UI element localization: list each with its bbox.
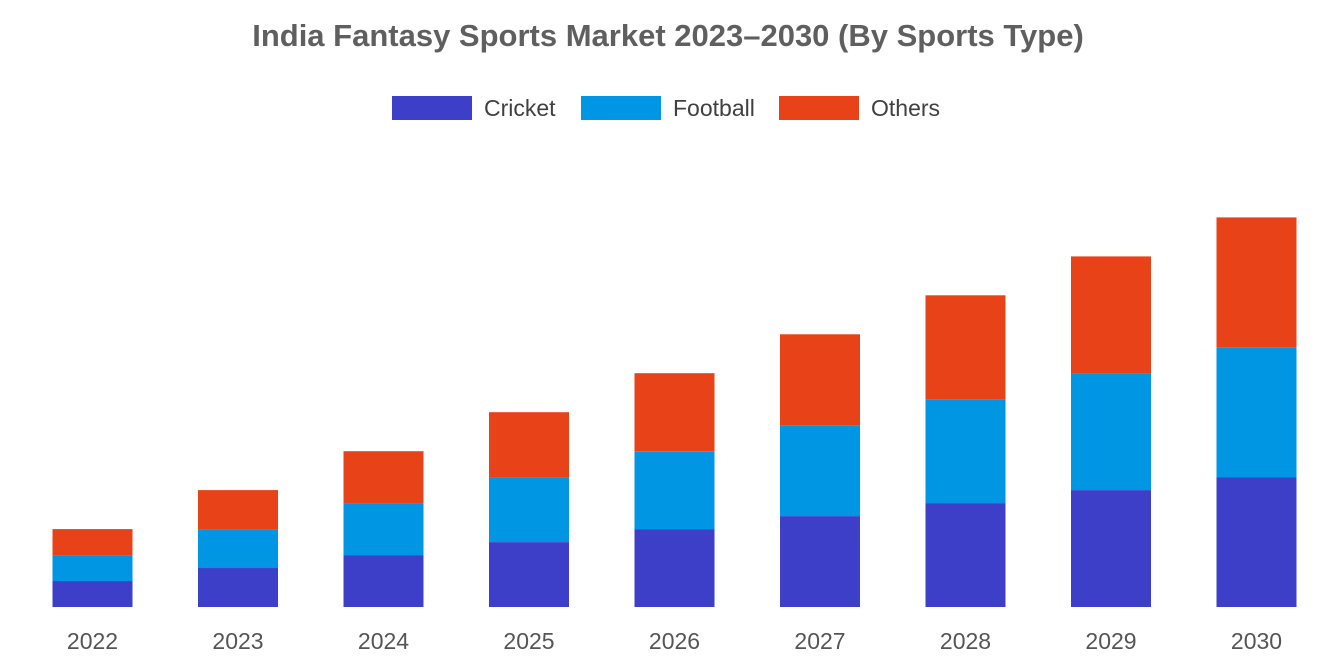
legend-swatch-others	[779, 96, 859, 120]
legend: Cricket Football Others	[392, 95, 940, 121]
bar-others-2029	[1071, 256, 1151, 374]
bar-football-2025	[489, 477, 569, 542]
bar-others-2023	[198, 490, 278, 530]
bar-football-2024	[343, 503, 424, 555]
bar-cricket-2026	[634, 529, 715, 607]
bar-football-2030	[1216, 347, 1297, 478]
bar-football-2029	[1071, 373, 1151, 491]
legend-label-others: Others	[871, 95, 940, 121]
x-axis-ticks: 2022 2023 2024 2025 2026 2027 2028 2029 2030	[67, 628, 1282, 654]
legend-label-cricket: Cricket	[484, 95, 556, 121]
bar-others-2027	[780, 334, 860, 426]
x-tick-label: 2023	[212, 628, 263, 654]
bar-football-2027	[780, 425, 860, 517]
bar-football-2026	[634, 451, 715, 530]
bar-cricket-2023	[198, 568, 278, 607]
legend-label-football: Football	[673, 95, 755, 121]
bar-cricket-2024	[343, 555, 424, 607]
bar-others-2028	[925, 295, 1006, 400]
bar-football-2028	[925, 399, 1006, 504]
bar-others-2022	[52, 529, 133, 556]
bar-cricket-2028	[925, 503, 1006, 607]
bar-football-2023	[198, 529, 278, 569]
x-tick-label: 2025	[503, 628, 554, 654]
bars-group	[52, 217, 1297, 607]
legend-swatch-football	[581, 96, 661, 120]
x-tick-label: 2029	[1085, 628, 1136, 654]
x-tick-label: 2030	[1231, 628, 1282, 654]
bar-cricket-2022	[52, 581, 133, 607]
legend-swatch-cricket	[392, 96, 472, 120]
chart-title: India Fantasy Sports Market 2023–2030 (B…	[252, 18, 1084, 53]
bar-others-2030	[1216, 217, 1297, 348]
x-tick-label: 2028	[940, 628, 991, 654]
x-tick-label: 2022	[67, 628, 118, 654]
bar-others-2025	[489, 412, 569, 478]
x-tick-label: 2024	[358, 628, 409, 654]
x-tick-label: 2027	[794, 628, 845, 654]
bar-cricket-2029	[1071, 490, 1151, 607]
x-tick-label: 2026	[649, 628, 700, 654]
bar-football-2022	[52, 555, 133, 582]
bar-cricket-2027	[780, 516, 860, 607]
bar-cricket-2030	[1216, 477, 1297, 607]
bar-cricket-2025	[489, 542, 569, 607]
bar-others-2024	[343, 451, 424, 504]
bar-others-2026	[634, 373, 715, 452]
